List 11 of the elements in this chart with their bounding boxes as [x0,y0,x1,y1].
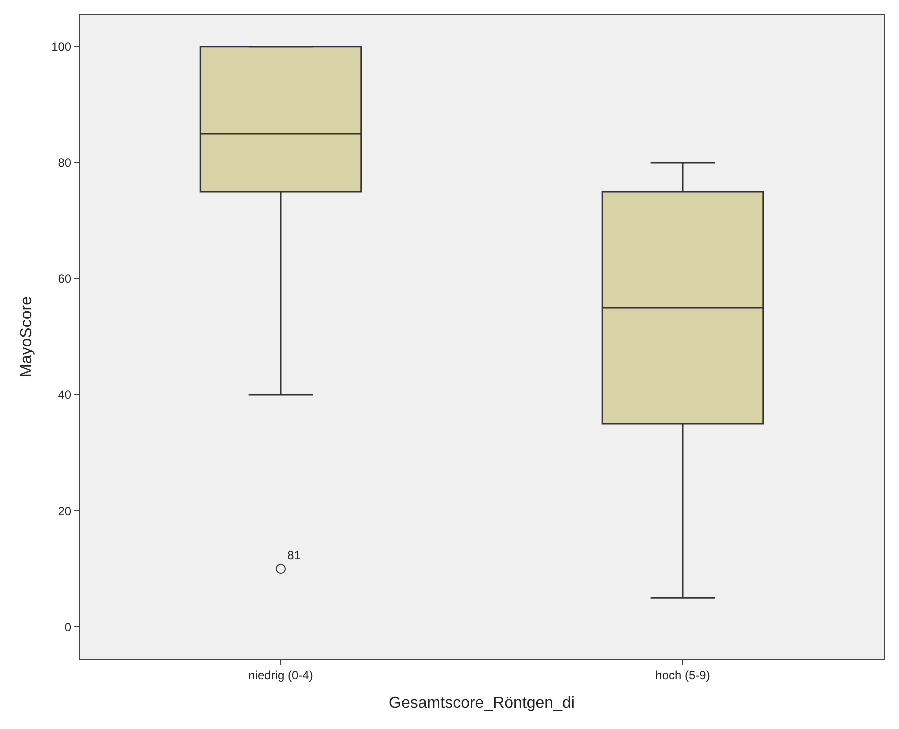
y-tick-label: 80 [58,156,72,170]
annotation: 81 [288,548,302,562]
y-axis-title: MayoScore [18,296,36,378]
y-tick-label: 100 [52,40,72,54]
y-tick-label: 20 [58,504,72,518]
y-tick-label: 60 [58,272,72,286]
x-axis-title: Gesamtscore_Röntgen_di [389,695,575,712]
x-tick-label: hoch (5-9) [656,668,710,682]
y-tick-label: 0 [64,620,72,634]
y-tick-label: 40 [58,388,72,402]
x-tick-label: niedrig (0-4) [248,668,314,682]
